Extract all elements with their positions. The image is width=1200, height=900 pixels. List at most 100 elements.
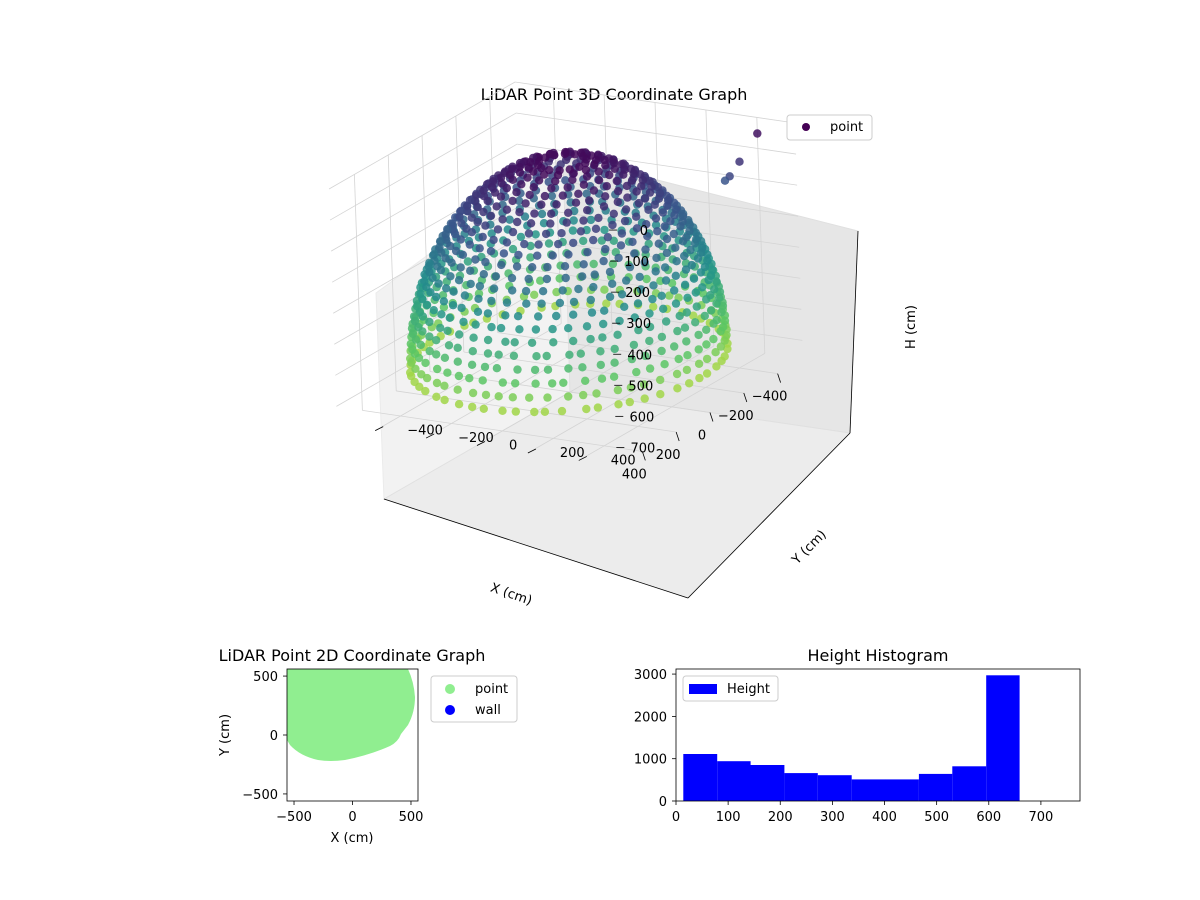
data-point-3d xyxy=(569,216,578,225)
data-point-3d xyxy=(693,254,703,263)
data-point-3d xyxy=(557,406,567,416)
data-point-3d xyxy=(712,277,721,286)
data-point-3d xyxy=(680,251,689,261)
data-point-3d xyxy=(603,233,612,242)
data-point-3d xyxy=(560,262,570,271)
data-point-3d xyxy=(694,330,703,340)
data-point-3d xyxy=(471,320,480,329)
data-point-3d xyxy=(473,217,482,227)
data-point-3d xyxy=(662,248,672,258)
data-point-3d xyxy=(672,369,682,379)
data-point-3d xyxy=(549,338,558,347)
data-point-3d xyxy=(460,291,470,300)
data-point-3d xyxy=(520,239,529,249)
data-point-3d xyxy=(692,302,701,311)
data-point-3d xyxy=(436,323,445,333)
data-point-3d xyxy=(594,176,604,185)
data-point-3d xyxy=(569,336,578,346)
data-point-3d xyxy=(686,245,695,255)
data-point-3d xyxy=(559,378,568,387)
data-point-3d xyxy=(515,208,524,217)
data-point-3d xyxy=(508,244,518,254)
data-point-3d xyxy=(629,169,638,178)
grid-line-3d xyxy=(330,143,518,252)
data-point-3d xyxy=(661,276,671,285)
data-point-3d xyxy=(681,265,691,274)
points-3d xyxy=(406,129,762,417)
data-point-3d xyxy=(481,257,490,267)
data-point-3d xyxy=(544,177,553,187)
y-tick-label-3d: 400 xyxy=(611,453,636,468)
data-point-3d xyxy=(582,172,592,181)
data-point-3d xyxy=(463,257,473,266)
data-point-3d xyxy=(629,340,639,350)
data-point-3d xyxy=(663,201,672,210)
data-point-3d xyxy=(434,279,443,288)
data-point-3d xyxy=(656,390,665,399)
data-point-3d xyxy=(468,347,477,356)
chart-2d: LiDAR Point 2D Coordinate Graph −500 0 500… xyxy=(218,646,518,846)
data-point-3d xyxy=(616,241,626,250)
data-point-3d xyxy=(590,270,599,279)
data-point-3d xyxy=(671,271,680,280)
data-point-3d xyxy=(469,333,478,342)
data-point-3d xyxy=(674,354,683,364)
histogram-bar xyxy=(817,775,852,801)
grid-line-3d xyxy=(387,154,397,391)
data-point-3d xyxy=(643,232,652,241)
x-tick-label-hist: 0 xyxy=(672,810,680,825)
data-point-3d xyxy=(585,196,594,205)
data-point-3d xyxy=(716,342,726,351)
data-point-3d xyxy=(634,325,643,335)
grid-line-3d xyxy=(527,345,715,454)
data-point-3d xyxy=(547,191,557,201)
data-point-3d xyxy=(481,390,491,400)
data-point-3d xyxy=(564,364,573,373)
data-point-3d xyxy=(644,205,653,214)
data-point-3d xyxy=(645,309,654,318)
data-point-3d xyxy=(599,256,608,266)
data-point-3d xyxy=(613,187,623,196)
data-point-3d xyxy=(579,216,588,225)
chart-histogram: Height Histogram 0 100 200 300 400 500 600 7000… xyxy=(634,646,1081,825)
data-point-3d xyxy=(530,209,539,218)
data-point-3d xyxy=(657,291,666,300)
data-point-3d xyxy=(568,175,577,184)
data-point-3d xyxy=(540,170,549,179)
data-point-3d xyxy=(492,202,501,211)
data-point-3d xyxy=(703,256,712,265)
data-point-3d xyxy=(569,297,579,307)
data-point-3d xyxy=(425,338,434,347)
data-point-3d xyxy=(676,222,685,231)
data-point-3d xyxy=(457,303,466,313)
x-tick-label-hist: 400 xyxy=(872,810,897,825)
data-point-3d xyxy=(645,364,655,373)
data-point-3d xyxy=(666,217,675,226)
data-point-3d xyxy=(625,397,634,407)
data-point-3d xyxy=(602,182,611,191)
data-point-3d xyxy=(487,322,496,332)
data-point-3d xyxy=(497,179,506,188)
data-point-3d xyxy=(652,253,661,263)
chart-3d: LiDAR Point 3D Coordinate Graph −400 −200… xyxy=(328,81,919,609)
data-point-3d xyxy=(685,226,694,236)
data-point-3d xyxy=(471,255,480,264)
data-point-3d xyxy=(486,247,496,256)
data-point-3d xyxy=(451,246,461,256)
data-point-3d xyxy=(542,274,552,284)
data-point-3d xyxy=(486,211,496,220)
data-point-3d xyxy=(599,202,609,211)
data-point-3d xyxy=(658,208,668,217)
y-axis-label-2d: Y (cm) xyxy=(218,714,233,757)
data-point-3d xyxy=(601,244,610,254)
data-point-3d xyxy=(617,290,627,299)
data-point-3d xyxy=(590,160,599,170)
data-point-3d xyxy=(621,205,631,214)
legend-2d-marker-point xyxy=(445,684,455,694)
x-tick-label-3d: −400 xyxy=(752,390,788,405)
y-tick-label-hist: 2000 xyxy=(634,710,667,725)
data-point-3d xyxy=(443,368,452,377)
data-point-3d xyxy=(473,202,482,212)
data-point-3d xyxy=(508,227,518,237)
data-point-3d xyxy=(429,306,438,315)
